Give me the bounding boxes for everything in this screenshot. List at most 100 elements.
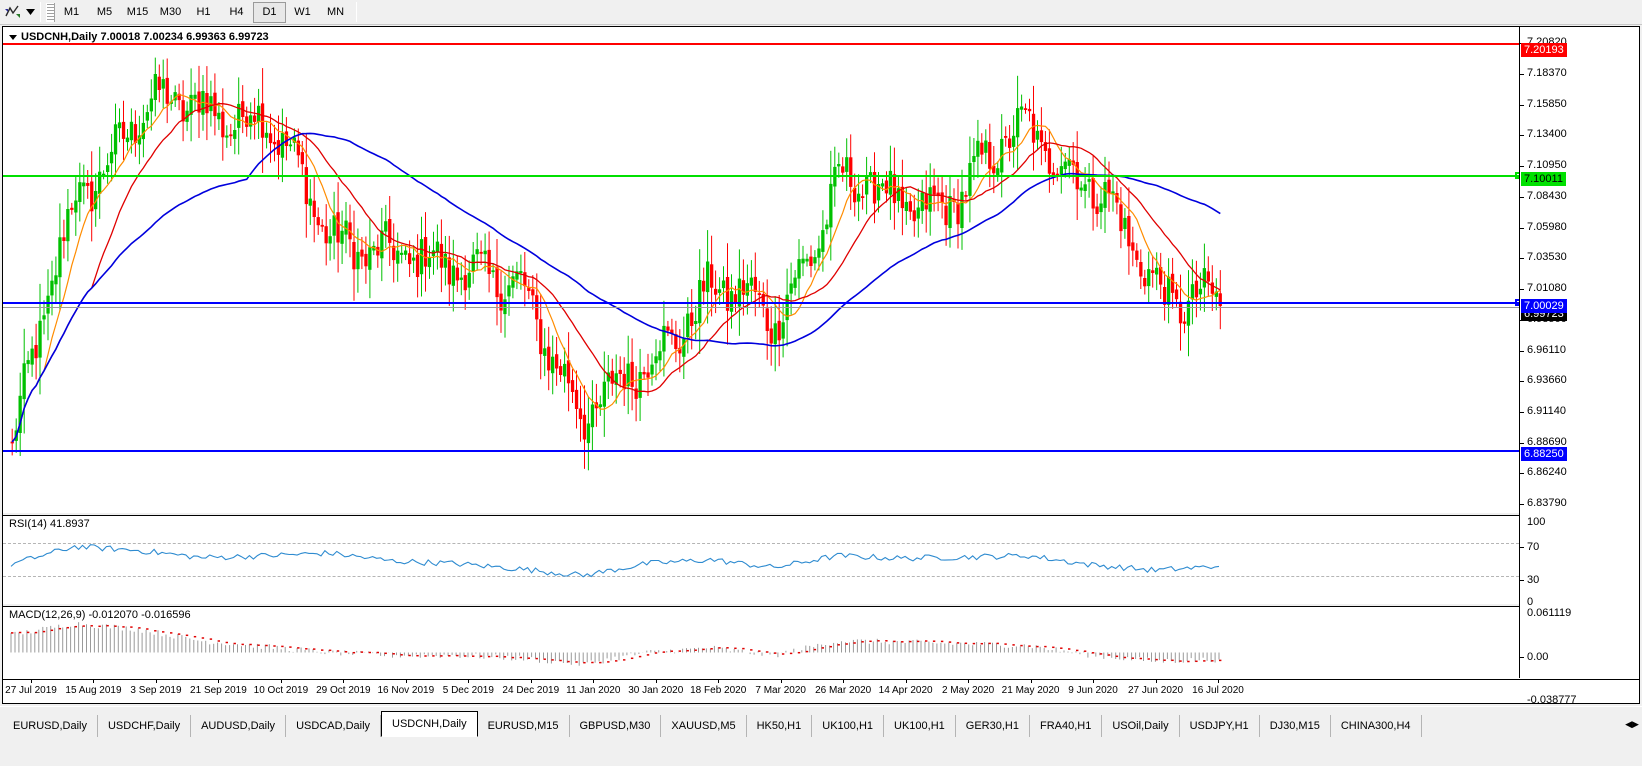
date-axis-label: 11 Jan 2020 [566, 685, 621, 696]
date-tick [1093, 680, 1095, 683]
price-scale-label: 6.83790 [1527, 497, 1567, 509]
price-tick [1520, 412, 1524, 414]
price-tick [1520, 381, 1524, 383]
chart-tab-china300-h4[interactable]: CHINA300,H4 [1331, 715, 1422, 737]
price-scale-label: 7.05980 [1527, 220, 1567, 233]
chart-tab-usdjpy-h1[interactable]: USDJPY,H1 [1180, 715, 1260, 737]
date-axis-label: 2 May 2020 [941, 685, 995, 696]
date-tick [468, 680, 470, 683]
price-tick [1520, 504, 1524, 505]
chart-tab-usoil-daily[interactable]: USOil,Daily [1102, 715, 1180, 737]
chart-tab-xauusd-m5[interactable]: XAUUSD,M5 [661, 715, 747, 737]
date-tick [1030, 680, 1032, 683]
price-tick [1520, 197, 1524, 199]
date-axis-label: 7 Mar 2020 [755, 685, 806, 696]
level-line-700029[interactable] [3, 302, 1519, 304]
price-scale-label: 6.91140 [1527, 405, 1566, 418]
macd-header-label: MACD(12,26,9) -0.012070 -0.016596 [9, 609, 191, 621]
date-axis-label: 15 Aug 2019 [65, 685, 122, 696]
date-axis-label: 10 Oct 2019 [253, 685, 309, 696]
pane-separator-1[interactable] [3, 513, 1639, 515]
timeframe-button-h4[interactable]: H4 [229, 6, 244, 18]
price-scale-label: 7.13400 [1527, 128, 1567, 141]
price-scale-label: 6.86240 [1527, 466, 1567, 479]
date-tick [843, 680, 845, 683]
date-tick [343, 680, 345, 683]
toolbar-grip-handle[interactable] [46, 2, 55, 22]
timeframe-button-m5[interactable]: M5 [96, 6, 113, 18]
date-axis-label: 21 Sep 2019 [190, 685, 247, 696]
price-tag-720193[interactable]: 7.20193 [1521, 43, 1567, 57]
date-axis-label: 21 May 2020 [1001, 685, 1060, 696]
date-tick [530, 680, 532, 683]
tab-scroll-arrows-icon[interactable]: ◀▶ [1625, 718, 1639, 729]
resistance-line-720193[interactable] [3, 43, 1519, 45]
timeframe-button-m30[interactable]: M30 [159, 6, 182, 18]
chart-tab-uk100-h1[interactable]: UK100,H1 [884, 715, 956, 737]
timeframe-button-mn[interactable]: MN [326, 6, 345, 18]
timeframe-button-w1[interactable]: W1 [294, 6, 311, 18]
date-axis-label: 30 Jan 2020 [628, 685, 684, 696]
macd-pane[interactable]: MACD(12,26,9) -0.012070 -0.016596 [3, 606, 1639, 678]
timeframe-button-group: M1 M5 M15 M30 H1 H4 D1 W1 MN [55, 1, 352, 23]
toolbar-divider [40, 2, 41, 22]
price-tick [1520, 165, 1524, 167]
indicators-icon[interactable] [2, 2, 24, 23]
date-tick [155, 680, 157, 683]
date-tick [1155, 680, 1157, 683]
date-axis-label: 3 Sep 2019 [130, 685, 182, 696]
chart-tab-audusd-daily[interactable]: AUDUSD,Daily [191, 715, 287, 737]
symbol-label: USDCNH,Daily 7.00018 7.00234 6.99363 6.9… [21, 31, 269, 43]
chart-tab-uk100-h1[interactable]: UK100,H1 [812, 715, 885, 737]
rsi-tick [1520, 580, 1524, 581]
rsi-tick [1520, 547, 1524, 548]
toolbar-dropdown-caret-icon[interactable] [24, 2, 37, 23]
date-axis-label: 16 Jul 2020 [1192, 685, 1244, 696]
rsi-pane[interactable]: RSI(14) 41.8937 [3, 515, 1639, 604]
date-tick [218, 680, 220, 683]
chart-window[interactable]: USDCNH,Daily 7.00018 7.00234 6.99363 6.9… [2, 26, 1640, 704]
date-axis-label: 29 Oct 2019 [316, 685, 371, 696]
collapse-triangle-icon[interactable] [9, 34, 17, 40]
price-tag-710011[interactable]: 7.10011 [1521, 172, 1566, 186]
date-axis-label: 18 Feb 2020 [690, 685, 747, 696]
price-scale[interactable]: 7.20820 7.18370 7.15850 7.13400 7.10950 7.084… [1519, 27, 1639, 703]
price-tag-688250[interactable]: 6.88250 [1521, 447, 1567, 461]
chart-tabs: EURUSD,Daily USDCHF,Daily AUDUSD,Daily USDC… [3, 711, 1620, 737]
level-line-710011[interactable] [3, 175, 1519, 177]
date-axis-label: 26 Mar 2020 [815, 685, 872, 696]
pane-separator-2[interactable] [3, 604, 1639, 606]
price-scale-label: 6.88690 [1527, 435, 1567, 448]
rsi-level-30-line [3, 576, 1519, 577]
date-tick [31, 680, 32, 683]
timeframe-button-d1[interactable]: D1 [253, 1, 286, 23]
date-axis[interactable]: 27 Jul 2019 15 Aug 2019 3 Sep 2019 21 Sep 2… [3, 679, 1639, 703]
chart-tab-usdcad-daily[interactable]: USDCAD,Daily [286, 715, 382, 737]
date-tick [780, 680, 782, 683]
symbol-header: USDCNH,Daily 7.00018 7.00234 6.99363 6.9… [9, 31, 269, 43]
price-tick [1520, 473, 1524, 475]
chart-tab-usdchf-daily[interactable]: USDCHF,Daily [98, 715, 192, 737]
price-scale-label: 7.18370 [1527, 66, 1567, 79]
price-scale-label: 7.15850 [1527, 97, 1567, 110]
chart-tab-usdcnh-daily[interactable]: USDCNH,Daily [381, 711, 478, 737]
price-pane[interactable]: USDCNH,Daily 7.00018 7.00234 6.99363 6.9… [3, 27, 1639, 513]
price-tick [1520, 227, 1524, 229]
support-line-688250[interactable] [3, 450, 1519, 452]
chart-tab-eurusd-daily[interactable]: EURUSD,Daily [3, 715, 98, 737]
rsi-level-70-line [3, 543, 1519, 544]
chart-tab-hk50-h1[interactable]: HK50,H1 [747, 715, 813, 737]
chart-tab-eurusd-m15[interactable]: EURUSD,M15 [478, 715, 570, 737]
date-axis-label: 5 Dec 2019 [442, 685, 494, 696]
date-tick [968, 680, 970, 683]
timeframe-button-m15[interactable]: M15 [126, 6, 149, 18]
price-tag-700029[interactable]: 7.00029 [1521, 299, 1567, 313]
chart-tab-gbpusd-m30[interactable]: GBPUSD,M30 [570, 715, 662, 737]
current-price-line [3, 307, 1519, 308]
chart-tab-fra40-h1[interactable]: FRA40,H1 [1030, 715, 1103, 737]
chart-tab-ger30-h1[interactable]: GER30,H1 [956, 715, 1030, 737]
chart-tab-dj30-m15[interactable]: DJ30,M15 [1260, 715, 1331, 737]
timeframe-button-h1[interactable]: H1 [196, 6, 211, 18]
timeframe-button-m1[interactable]: M1 [63, 6, 80, 18]
price-tick [1520, 73, 1524, 75]
